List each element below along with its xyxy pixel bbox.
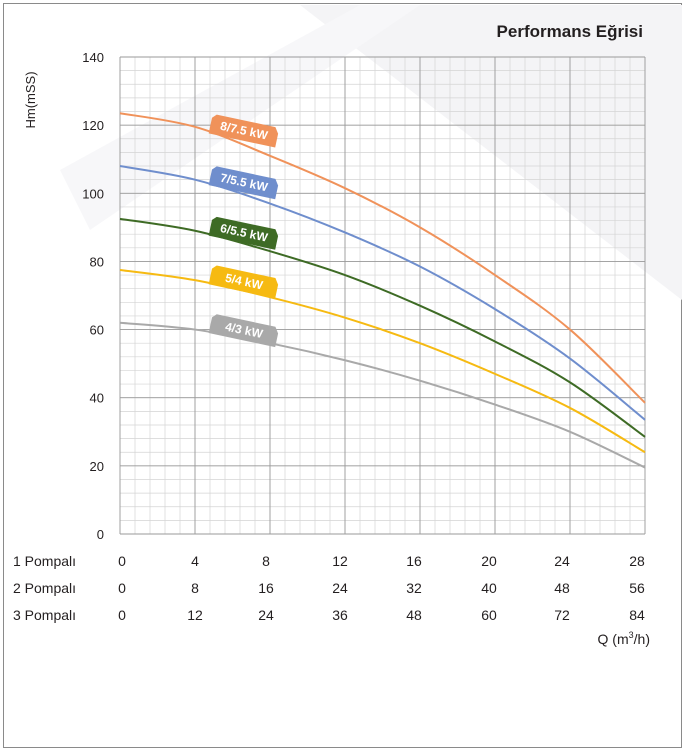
x-row-value: 84 (629, 607, 645, 623)
series-tag-bg (208, 166, 279, 200)
series-tag-3: 5/4 kW (208, 265, 279, 299)
x-row-value: 8 (191, 580, 199, 596)
series-tag-2: 6/5.5 kW (208, 216, 279, 250)
y-axis-label: Hm(mSS) (23, 71, 38, 128)
x-row-value: 20 (481, 553, 497, 569)
x-row-label: 1 Pompalı (13, 553, 76, 569)
series-line-4 (119, 321, 646, 469)
x-row-value: 32 (406, 580, 422, 596)
series-line-2 (119, 217, 646, 438)
x-row-value: 36 (332, 607, 348, 623)
y-tick-label: 40 (90, 391, 104, 406)
x-axis-label: Q (m3/h) (598, 630, 650, 647)
x-row-value: 0 (118, 580, 126, 596)
x-row-label: 3 Pompalı (13, 607, 76, 623)
series-tag-bg (208, 265, 279, 299)
x-row-value: 12 (332, 553, 348, 569)
x-row-value: 4 (191, 553, 199, 569)
x-row-value: 56 (629, 580, 645, 596)
x-row-value: 60 (481, 607, 497, 623)
series-tag-bg (208, 216, 279, 250)
series-tags: 8/7.5 kW 7/5.5 kW 6/5.5 kW 5/4 kW 4/3 kW (208, 114, 279, 348)
x-row-value: 48 (554, 580, 570, 596)
series-line-1 (119, 165, 646, 421)
x-row-value: 28 (629, 553, 645, 569)
x-row-value: 72 (554, 607, 570, 623)
x-row-value: 48 (406, 607, 422, 623)
y-tick-labels: 0 20 40 60 80 100 120 140 (82, 50, 104, 542)
series-line-3 (119, 268, 646, 454)
x-row-value: 40 (481, 580, 497, 596)
x-row-label: 2 Pompalı (13, 580, 76, 596)
chart-title: Performans Eğrisi (497, 22, 643, 41)
y-tick-label: 20 (90, 459, 104, 474)
major-grid (119, 56, 646, 535)
y-tick-label: 0 (97, 527, 104, 542)
series-tag-4: 4/3 kW (208, 314, 279, 348)
x-row-value: 0 (118, 607, 126, 623)
y-tick-label: 120 (82, 118, 104, 133)
series-tag-0: 8/7.5 kW (208, 114, 279, 148)
x-row-value: 8 (262, 553, 270, 569)
x-axis-rows: 1 Pompalı 0 4 8 12 16 20 24 282 Pompalı 0 8 16 24 32 4… (13, 553, 645, 623)
x-row-value: 16 (406, 553, 422, 569)
series-tag-bg (208, 114, 279, 148)
series-tag-bg (208, 314, 279, 348)
y-tick-label: 80 (90, 254, 104, 269)
x-row-value: 24 (258, 607, 274, 623)
x-row-value: 16 (258, 580, 274, 596)
y-tick-label: 60 (90, 323, 104, 338)
x-row-value: 24 (332, 580, 348, 596)
y-tick-label: 100 (82, 186, 104, 201)
x-row-value: 0 (118, 553, 126, 569)
series-tag-1: 7/5.5 kW (208, 166, 279, 200)
x-row-value: 24 (554, 553, 570, 569)
y-tick-label: 140 (82, 50, 104, 65)
x-row-value: 12 (187, 607, 203, 623)
